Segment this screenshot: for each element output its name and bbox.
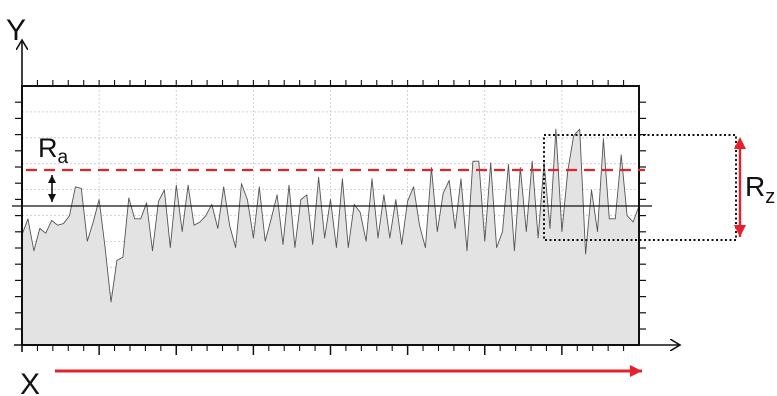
axis-ticks	[15, 80, 646, 355]
ra-label: Ra	[38, 133, 69, 168]
y-axis-label: Y	[6, 14, 26, 47]
ra-label-sub: a	[58, 147, 69, 168]
rz-label: Rz	[745, 171, 775, 208]
rz-label-main: R	[745, 171, 765, 202]
x-axis-label: X	[20, 368, 40, 396]
roughness-profile-line	[21, 128, 640, 303]
ra-label-main: R	[38, 133, 58, 163]
roughness-profile-area	[22, 129, 639, 345]
rz-label-sub: z	[765, 186, 775, 208]
